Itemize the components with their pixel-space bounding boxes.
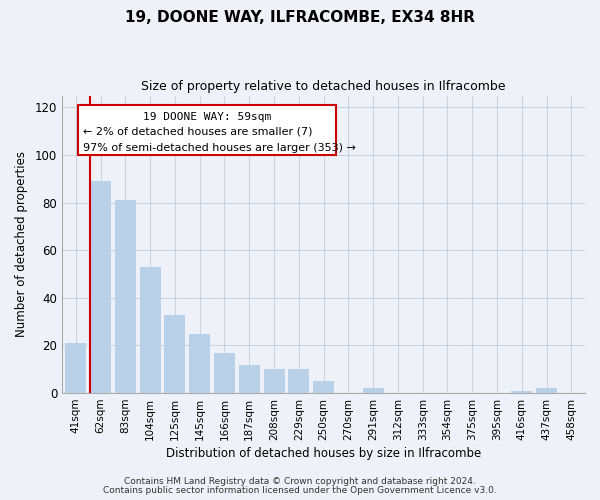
Text: ← 2% of detached houses are smaller (7): ← 2% of detached houses are smaller (7) [83,126,313,136]
Bar [313,381,334,393]
Bar [78,105,336,155]
Text: 97% of semi-detached houses are larger (353) →: 97% of semi-detached houses are larger (… [83,143,356,153]
Text: Contains HM Land Registry data © Crown copyright and database right 2024.: Contains HM Land Registry data © Crown c… [124,477,476,486]
Text: 19 DOONE WAY: 59sqm: 19 DOONE WAY: 59sqm [143,112,271,122]
Bar [115,200,136,393]
Text: 19, DOONE WAY, ILFRACOMBE, EX34 8HR: 19, DOONE WAY, ILFRACOMBE, EX34 8HR [125,10,475,25]
Bar [214,352,235,393]
Bar [536,388,557,393]
Bar [65,343,86,393]
Bar [288,370,310,393]
Bar [511,390,532,393]
Y-axis label: Number of detached properties: Number of detached properties [15,152,28,338]
Bar [263,370,284,393]
Title: Size of property relative to detached houses in Ilfracombe: Size of property relative to detached ho… [142,80,506,93]
Bar [362,388,383,393]
Bar [189,334,210,393]
Bar [164,314,185,393]
X-axis label: Distribution of detached houses by size in Ilfracombe: Distribution of detached houses by size … [166,447,481,460]
Bar [239,364,260,393]
Text: Contains public sector information licensed under the Open Government Licence v3: Contains public sector information licen… [103,486,497,495]
Bar [140,267,161,393]
Bar [90,181,111,393]
